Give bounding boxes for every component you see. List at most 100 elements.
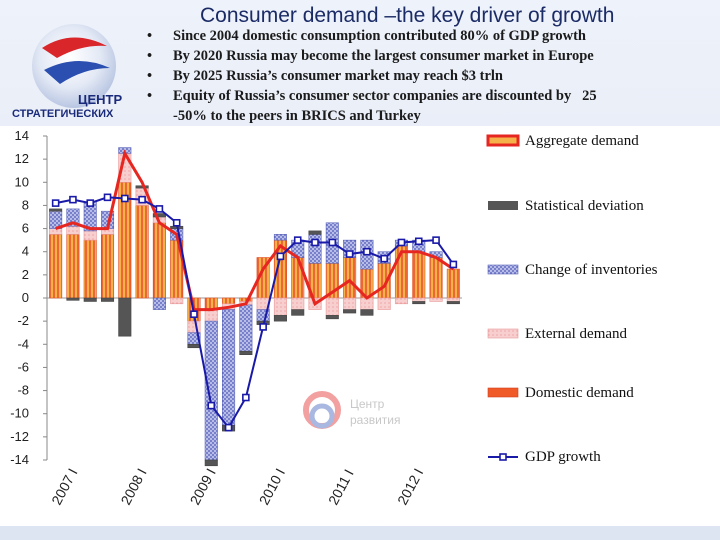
- bar-statistical-deviation: [308, 230, 322, 235]
- legend-swatch-change-of-inventories: [487, 264, 519, 275]
- y-tick-label: 0: [22, 290, 29, 305]
- legend: Aggregate demand Statistical deviation Cha…: [486, 133, 658, 465]
- bar-external-demand: [412, 297, 426, 302]
- y-tick-label: -2: [17, 313, 29, 328]
- bar-external-demand: [273, 297, 287, 316]
- legend-label: GDP growth: [525, 449, 601, 465]
- y-tick-label: -6: [17, 359, 29, 374]
- y-tick-label: 8: [22, 197, 29, 212]
- bar-statistical-deviation: [100, 297, 115, 302]
- legend-swatch-gdp-marker: [499, 453, 507, 461]
- chart: Центр развития 14 12 10 8 6 4 2 0 -2 -4 -6 -8 -10 -12…: [0, 126, 720, 526]
- bar-domestic-demand: [429, 257, 443, 299]
- bullet-text: Equity of Russia’s consumer sector compa…: [173, 88, 597, 104]
- bar-statistical-deviation: [325, 315, 339, 320]
- bullet-text: Since 2004 domestic consumption contribu…: [173, 28, 586, 44]
- gdp-growth-point: [242, 393, 250, 402]
- bar-domestic-demand: [343, 257, 357, 299]
- bar-domestic-demand: [291, 257, 305, 299]
- legend-background: [470, 126, 720, 526]
- legend-swatch-domestic-demand: [487, 387, 519, 398]
- bar-external-demand: [170, 297, 184, 305]
- bar-statistical-deviation: [66, 297, 80, 301]
- bar-domestic-demand: [135, 205, 149, 299]
- bar-external-demand: [394, 297, 409, 305]
- gdp-growth-point: [138, 195, 146, 204]
- bullet-continuation: -50% to the peers in BRICS and Turkey: [173, 108, 421, 124]
- bar-statistical-deviation: [83, 297, 97, 302]
- watermark: Центр развития: [303, 391, 401, 429]
- gdp-growth-point: [311, 238, 319, 247]
- gdp-growth-point: [69, 195, 77, 204]
- gdp-growth-point: [276, 252, 285, 261]
- bullet-item: • By 2025 Russia’s consumer market may re…: [145, 66, 720, 86]
- bar-statistical-deviation: [152, 213, 166, 218]
- y-tick-label: -10: [10, 406, 29, 421]
- bar-change-of-inventories: [66, 208, 80, 227]
- bar-external-demand: [325, 297, 339, 316]
- gdp-growth-point: [328, 238, 337, 247]
- gdp-growth-point: [121, 194, 129, 203]
- bullet-list: • Since 2004 domestic consumption contrib…: [145, 26, 720, 126]
- bar-external-demand: [66, 225, 80, 235]
- bar-external-demand: [291, 297, 305, 310]
- bar-external-demand: [187, 320, 201, 334]
- y-tick-label: 2: [22, 267, 29, 282]
- bar-domestic-demand: [222, 297, 236, 305]
- y-tick-label: 12: [15, 151, 29, 166]
- y-tick-label: -12: [10, 429, 29, 444]
- logo-bottom-text: СТРАТЕГИЧЕСКИХ: [12, 108, 114, 118]
- bar-change-of-inventories: [222, 309, 236, 426]
- bar-change-of-inventories: [204, 320, 218, 461]
- gdp-growth-point: [103, 193, 112, 202]
- gdp-growth-point: [190, 310, 198, 318]
- gdp-growth-point: [363, 247, 371, 256]
- y-tick-label: 6: [22, 221, 29, 236]
- y-axis: 14 12 10 8 6 4 2 0 -2 -4 -6 -8 -10 -12 -14: [10, 128, 462, 467]
- gdp-growth-point: [207, 401, 216, 410]
- bar-external-demand: [204, 309, 218, 322]
- gdp-growth-point: [414, 237, 423, 246]
- bullet-marker: •: [147, 68, 153, 84]
- y-tick-label: 14: [15, 128, 29, 143]
- line-aggregate-demand: [55, 149, 455, 312]
- bar-domestic-demand: [412, 251, 426, 299]
- bar-statistical-deviation: [446, 301, 460, 305]
- bullet-item: • Equity of Russia’s consumer sector comp…: [145, 86, 720, 106]
- page-title: Consumer demand –the key driver of growt…: [200, 4, 615, 27]
- logo: ЦЕНТР СТРАТЕГИЧЕСКИХ: [12, 24, 122, 118]
- bar-statistical-deviation: [118, 297, 132, 337]
- legend-label: External demand: [525, 326, 628, 342]
- bullet-marker: •: [147, 28, 153, 44]
- chart-container: Центр развития 14 12 10 8 6 4 2 0 -2 -4 -6 -8 -10 -12…: [0, 126, 720, 526]
- bullet-item: • By 2020 Russia may become the largest c…: [145, 46, 720, 66]
- bar-statistical-deviation: [239, 350, 253, 356]
- bar-external-demand: [49, 228, 63, 235]
- gdp-growth-point: [449, 260, 458, 269]
- gdp-growth-point: [51, 199, 60, 207]
- legend-swatch-aggregate-demand: [486, 134, 520, 147]
- bullet-text: By 2020 Russia may become the largest co…: [173, 48, 594, 64]
- legend-label: Change of inventories: [525, 262, 658, 278]
- legend-label: Statistical deviation: [525, 198, 644, 214]
- bar-external-demand: [429, 297, 443, 302]
- gdp-growth-point: [397, 238, 406, 247]
- gdp-growth-point: [432, 236, 440, 244]
- gdp-growth-point: [224, 423, 233, 432]
- watermark-text-1: Центр: [350, 397, 385, 411]
- logo-text: ЦЕНТР: [78, 92, 122, 107]
- bar-statistical-deviation: [360, 309, 374, 316]
- legend-label: Domestic demand: [525, 385, 634, 401]
- y-tick-label: -14: [10, 452, 29, 467]
- legend-label: Aggregate demand: [525, 133, 639, 149]
- logo-blue-stripe: [44, 60, 110, 84]
- bar-domestic-demand: [100, 234, 115, 299]
- bar-statistical-deviation: [291, 309, 305, 316]
- bar-statistical-deviation: [343, 309, 357, 314]
- bar-statistical-deviation: [412, 301, 426, 305]
- bar-domestic-demand: [49, 234, 63, 299]
- watermark-text-2: развития: [350, 413, 401, 427]
- bar-statistical-deviation: [204, 459, 218, 467]
- gdp-growth-point: [293, 236, 302, 244]
- bar-domestic-demand: [66, 234, 80, 299]
